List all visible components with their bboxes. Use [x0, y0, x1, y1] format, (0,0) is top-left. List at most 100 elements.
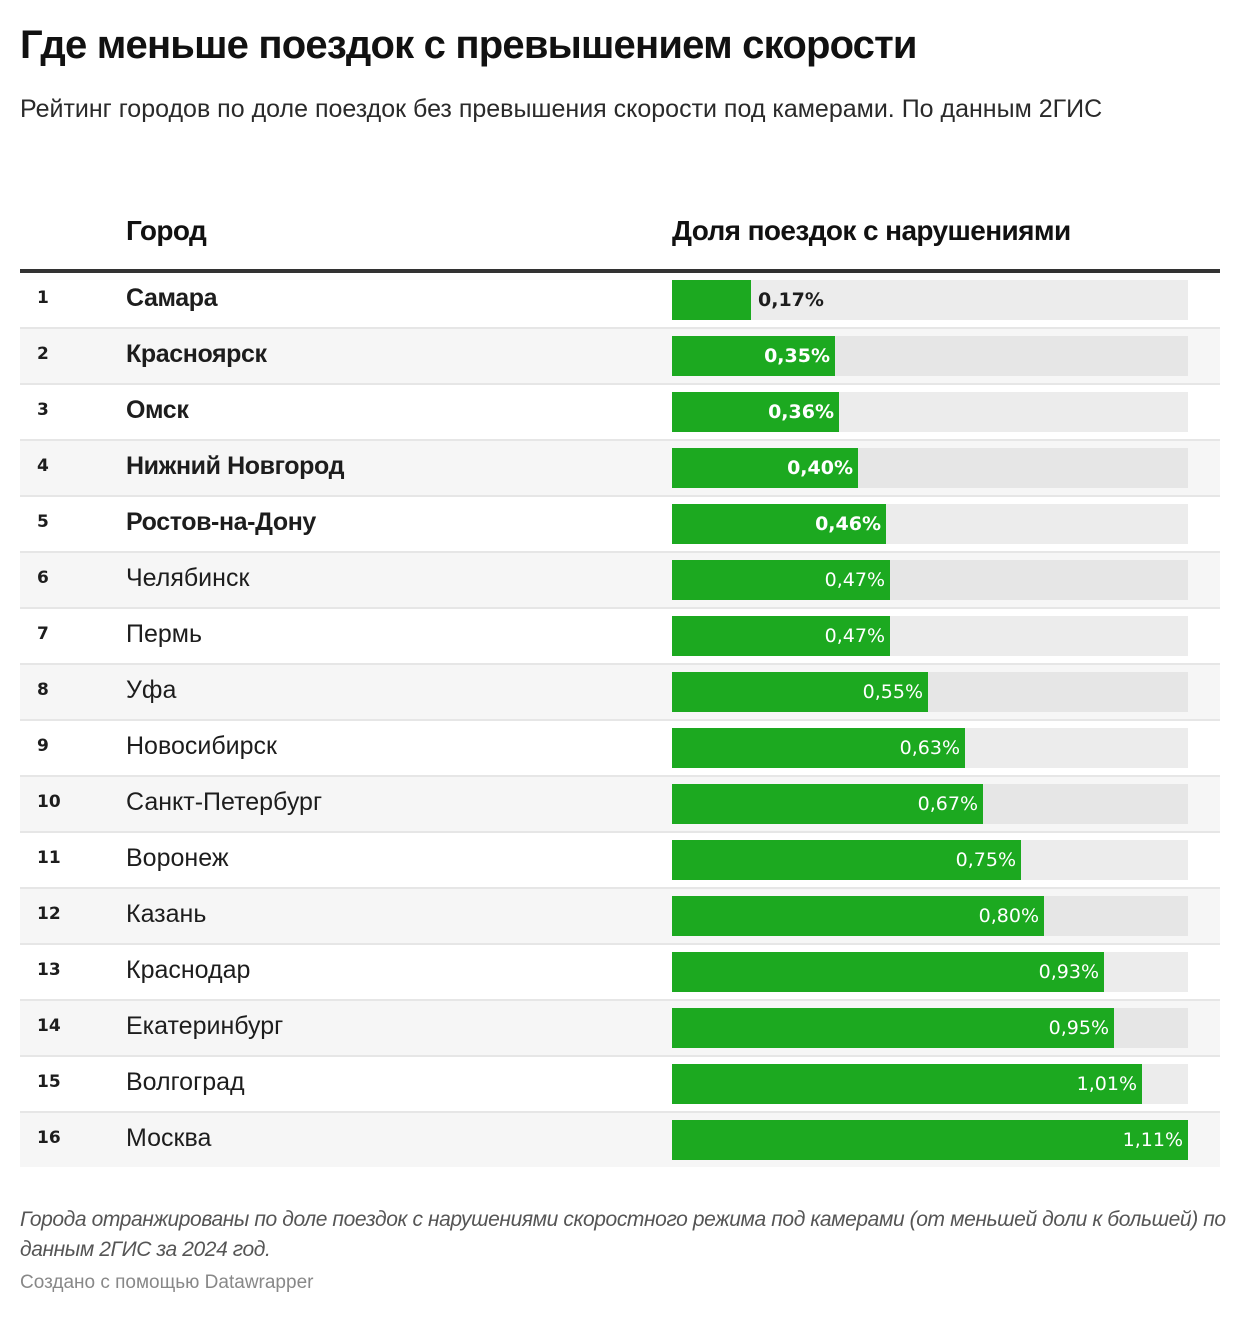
city-name: Казань: [126, 900, 207, 928]
table-row: 7 Пермь 0,47%: [20, 609, 1220, 665]
city-name: Екатеринбург: [126, 1012, 284, 1040]
bar-value-label: 0,63%: [899, 737, 960, 759]
city-name: Краснодар: [126, 956, 251, 984]
bar-value-label: 0,93%: [1038, 961, 1099, 983]
bar: [672, 1120, 1188, 1160]
table-row: 12 Казань 0,80%: [20, 889, 1220, 945]
table-row: 10 Санкт-Петербург 0,67%: [20, 777, 1220, 833]
rank-number: 15: [37, 1072, 61, 1092]
table-row: 14 Екатеринбург 0,95%: [20, 1001, 1220, 1057]
rank-number: 9: [37, 736, 49, 756]
city-name: Санкт-Петербург: [126, 788, 323, 816]
city-name: Челябинск: [126, 564, 250, 592]
bar-value-label: 0,36%: [768, 401, 834, 423]
bar-value-label: 0,47%: [824, 625, 885, 647]
table-row: 15 Волгоград 1,01%: [20, 1057, 1220, 1113]
city-name: Москва: [126, 1124, 212, 1152]
city-name: Ростов-на-Дону: [126, 508, 316, 536]
bar-track: 0,40%: [672, 448, 1188, 488]
bar-track: 1,01%: [672, 1064, 1188, 1104]
table-row: 11 Воронеж 0,75%: [20, 833, 1220, 889]
bar-value-label: 0,75%: [955, 849, 1016, 871]
bar-track: 0,80%: [672, 896, 1188, 936]
bar-track: 0,35%: [672, 336, 1188, 376]
city-name: Воронеж: [126, 844, 229, 872]
table-header: Город Доля поездок с нарушениями: [20, 205, 1220, 273]
bar: [672, 1064, 1142, 1104]
bar: [672, 672, 928, 712]
chart-title: Где меньше поездок с превышением скорост…: [20, 23, 918, 67]
city-name: Омск: [126, 396, 189, 424]
column-header-share[interactable]: Доля поездок с нарушениями: [672, 215, 1071, 246]
bar: [672, 392, 839, 432]
bar: [672, 448, 858, 488]
city-name: Нижний Новгород: [126, 452, 345, 480]
bar-track: 1,11%: [672, 1120, 1188, 1160]
bar: [672, 896, 1044, 936]
bar-value-label: 0,95%: [1048, 1017, 1109, 1039]
bar-value-label: 0,17%: [758, 289, 824, 311]
bar: [672, 840, 1021, 880]
bar-track: 0,17%: [672, 280, 1188, 320]
city-name: Новосибирск: [126, 732, 277, 760]
bar: [672, 1008, 1114, 1048]
city-name: Уфа: [126, 676, 177, 704]
bar: [672, 560, 890, 600]
rank-number: 5: [37, 512, 49, 532]
rank-number: 13: [37, 960, 61, 980]
column-header-city[interactable]: Город: [126, 215, 207, 246]
chart-subtitle: Рейтинг городов по доле поездок без прев…: [20, 95, 1103, 123]
rank-number: 8: [37, 680, 49, 700]
table-row: 2 Красноярск 0,35%: [20, 329, 1220, 385]
rank-number: 1: [37, 288, 49, 308]
datawrapper-credit[interactable]: Создано с помощью Datawrapper: [20, 1272, 314, 1293]
bar-value-label: 0,40%: [787, 457, 853, 479]
rank-number: 14: [37, 1016, 61, 1036]
table-row: 9 Новосибирск 0,63%: [20, 721, 1220, 777]
bar: [672, 728, 965, 768]
bar-track: 0,55%: [672, 672, 1188, 712]
chart-notes: Города отранжированы по доле поездок с н…: [20, 1208, 1226, 1261]
rank-number: 11: [37, 848, 61, 868]
bar-track: 0,95%: [672, 1008, 1188, 1048]
bar-value-label: 0,80%: [978, 905, 1039, 927]
city-name: Самара: [126, 284, 218, 312]
city-name: Красноярск: [126, 340, 267, 368]
rank-number: 6: [37, 568, 49, 588]
bar-value-label: 0,35%: [764, 345, 830, 367]
bar-value-label: 0,67%: [917, 793, 978, 815]
rank-number: 4: [37, 456, 49, 476]
table-row: 8 Уфа 0,55%: [20, 665, 1220, 721]
bar-track: 0,93%: [672, 952, 1188, 992]
table-row: 16 Москва 1,11%: [20, 1113, 1220, 1167]
rank-number: 10: [37, 792, 61, 812]
bar-value-label: 0,47%: [824, 569, 885, 591]
table-row: 3 Омск 0,36%: [20, 385, 1220, 441]
bar-track: 0,75%: [672, 840, 1188, 880]
bar: [672, 336, 835, 376]
bar-track: 0,46%: [672, 504, 1188, 544]
bar: [672, 784, 983, 824]
table-row: 13 Краснодар 0,93%: [20, 945, 1220, 1001]
bar-value-label: 1,01%: [1076, 1073, 1137, 1095]
table-row: 4 Нижний Новгород 0,40%: [20, 441, 1220, 497]
bar-track: 0,67%: [672, 784, 1188, 824]
rank-number: 12: [37, 904, 61, 924]
bar-track: 0,36%: [672, 392, 1188, 432]
rank-number: 2: [37, 344, 49, 364]
bar-value-label: 0,55%: [862, 681, 923, 703]
rank-number: 7: [37, 624, 49, 644]
table-body: 1 Самара 0,17% 2 Красноярск 0,35% 3 Омск 0,36% 4 Н…: [20, 273, 1220, 1167]
bar: [672, 616, 890, 656]
city-name: Волгоград: [126, 1068, 245, 1096]
table-row: 6 Челябинск 0,47%: [20, 553, 1220, 609]
bar-track: 0,47%: [672, 560, 1188, 600]
table-row: 1 Самара 0,17%: [20, 273, 1220, 329]
rank-number: 3: [37, 400, 49, 420]
bar: [672, 504, 886, 544]
bar-value-label: 0,46%: [815, 513, 881, 535]
bar-value-label: 1,11%: [1122, 1129, 1183, 1151]
rank-number: 16: [37, 1128, 61, 1148]
bar: [672, 280, 751, 320]
city-name: Пермь: [126, 620, 202, 648]
